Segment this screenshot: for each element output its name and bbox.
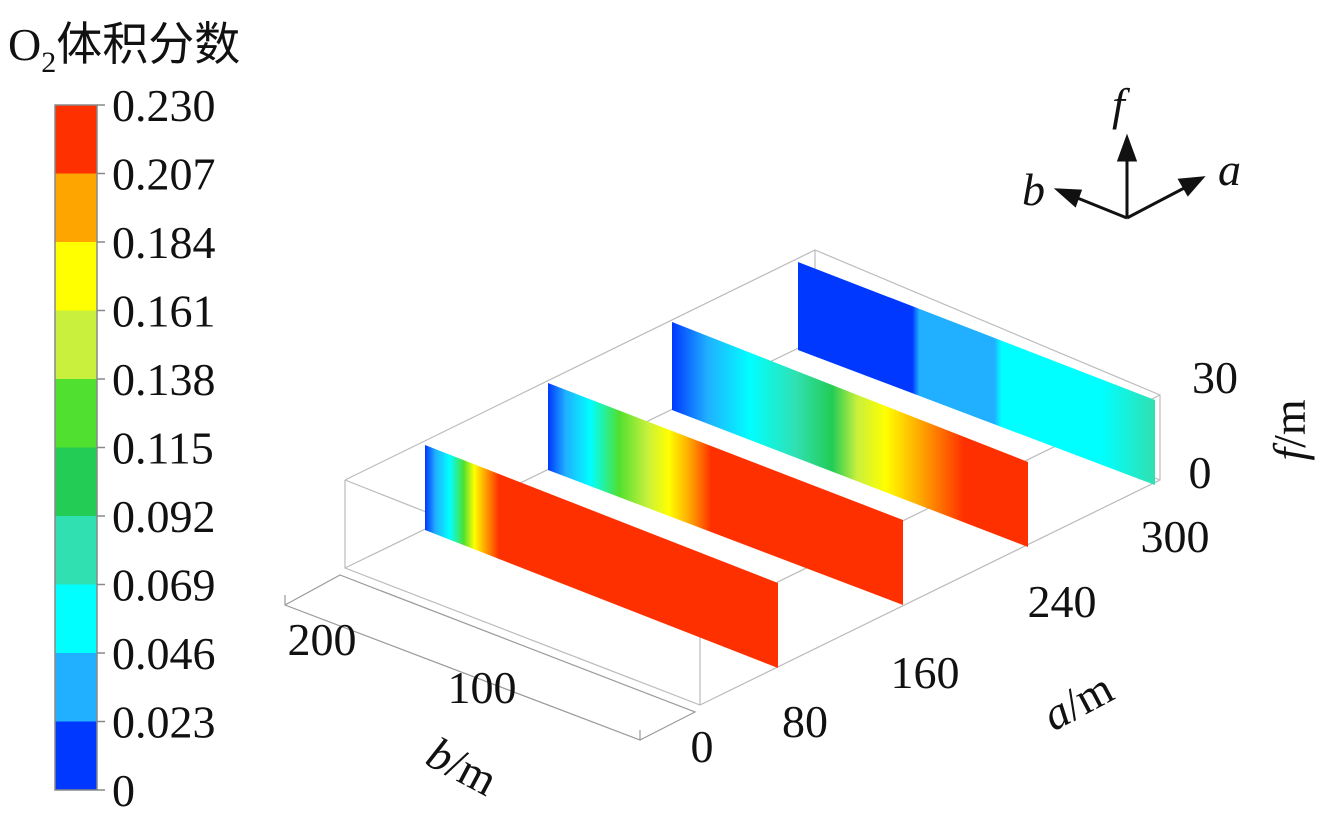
a-tick: 240 [1028,576,1097,627]
colorbar-tick: 0.092 [112,491,216,542]
colorbar-tick: 0.069 [112,560,216,611]
f-tick: 30 [1192,352,1238,403]
b-tick: 100 [448,662,517,713]
slice [548,383,903,605]
a-axis-label: a/m [1034,662,1121,741]
orient-label: b [1022,164,1045,215]
f-tick: 0 [1189,447,1212,498]
title-rest: 体积分数 [56,19,240,70]
color-band [55,721,97,790]
colorbar-tick: 0.046 [112,628,216,679]
slice [672,322,1028,547]
color-band [55,242,97,311]
b-tick: 0 [691,721,714,772]
colorbar: 0.230 0.207 0.184 0.161 0.138 0.115 0.092 0.069… [54,80,216,816]
color-band [55,379,97,448]
color-band [55,173,97,242]
slices [425,262,1155,668]
colorbar-tick: 0.138 [112,354,216,405]
a-tick: 300 [1141,511,1210,562]
color-band [55,584,97,653]
colorbar-tick: 0.023 [112,697,216,748]
colorbar-tick: 0.230 [112,80,216,131]
colorbar-title: O2体积分数 [8,19,240,79]
color-band [55,653,97,722]
orientation [1053,133,1206,220]
color-band [55,105,97,174]
slice [425,445,778,668]
slice [798,262,1155,485]
color-band [55,447,97,516]
b-tick: 200 [288,614,357,665]
b-axis-label: b/m [419,727,506,806]
colorbar-tick: 0.161 [112,286,216,337]
f-axis-label: f/m [1264,399,1315,461]
colorbar-tick: 0.115 [112,423,214,474]
title-sub: 2 [41,46,56,79]
title-main: O [8,19,41,70]
axis-unit: /m [1264,399,1315,448]
colorbar-tick: 0 [112,765,135,816]
a-tick: 80 [782,696,828,747]
colorbar-tick: 0.184 [112,217,216,268]
color-band [55,310,97,379]
colorbar-tick: 0.207 [112,149,216,200]
color-band [55,516,97,585]
orient-label: a [1218,144,1241,195]
a-tick: 160 [891,647,960,698]
orient-label: f [1112,79,1131,130]
